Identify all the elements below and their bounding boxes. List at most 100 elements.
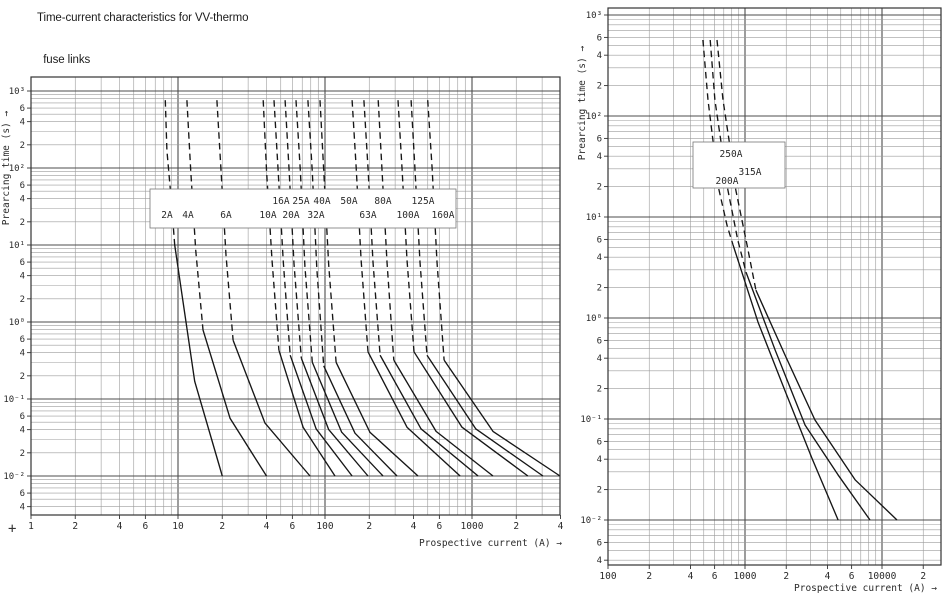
curve-80A-dashed xyxy=(377,100,395,361)
curve-250A-solid xyxy=(745,271,871,521)
y-tick-label: 2 xyxy=(20,218,25,228)
curve-10A-dashed xyxy=(262,100,280,351)
x-tick-label: 100 xyxy=(599,571,616,582)
x-tick-label: 4 xyxy=(558,521,564,532)
right-curves xyxy=(702,39,898,521)
curve-100A-dashed xyxy=(397,100,415,352)
curve-80A-solid xyxy=(393,359,494,477)
rating-label-200A: 200A xyxy=(716,176,739,187)
left-x-axis-title: Prospective current (A) → xyxy=(419,538,562,549)
x-tick-label: 2 xyxy=(513,521,519,532)
x-tick-label: 6 xyxy=(143,521,149,532)
left-curves xyxy=(164,100,561,477)
curve-100A-solid xyxy=(413,351,529,477)
y-tick-label: 6 xyxy=(20,335,25,345)
curve-32A-dashed xyxy=(307,100,325,366)
x-tick-label: 4 xyxy=(411,521,417,532)
curve-40A-dashed xyxy=(319,100,337,363)
y-tick-label: 4 xyxy=(597,354,602,364)
y-tick-label: 4 xyxy=(20,426,25,436)
curve-32A-solid xyxy=(323,365,398,477)
y-tick-label: 10⁰ xyxy=(9,318,25,328)
y-tick-label: 2 xyxy=(597,183,602,193)
x-tick-label: 4 xyxy=(825,571,831,582)
left-y-axis-title: Prearcing time (s) → xyxy=(1,111,12,226)
curve-125A-solid xyxy=(426,354,544,477)
x-tick-label: 4 xyxy=(264,521,270,532)
y-tick-label: 6 xyxy=(597,235,602,245)
chart-title-line2: fuse links xyxy=(43,54,91,66)
curve-125A-dashed xyxy=(410,100,428,356)
y-tick-label: 10⁻² xyxy=(580,516,602,526)
x-tick-label: 6 xyxy=(290,521,296,532)
y-tick-label: 6 xyxy=(20,181,25,191)
curve-160A-solid xyxy=(443,359,561,477)
y-tick-label: 6 xyxy=(597,437,602,447)
x-tick-label: 2 xyxy=(920,571,926,582)
y-tick-label: 4 xyxy=(597,253,602,263)
chart-title-line1: Time-current characteristics for VV-ther… xyxy=(37,12,249,24)
y-tick-label: 2 xyxy=(597,284,602,294)
curve-50A-solid xyxy=(367,351,461,477)
rating-label-4A: 4A xyxy=(182,210,194,221)
y-tick-label: 2 xyxy=(597,486,602,496)
rating-label-63A: 63A xyxy=(359,210,376,221)
curve-25A-dashed xyxy=(295,100,313,363)
right-rating-label-box xyxy=(692,141,786,189)
y-tick-label: 4 xyxy=(597,152,602,162)
y-tick-label: 10² xyxy=(9,164,25,174)
rating-label-20A: 20A xyxy=(282,210,299,221)
rating-label-315A: 315A xyxy=(739,167,762,178)
x-tick-label: 100 xyxy=(316,521,333,532)
right-ticks: 100 2 4 6 1000 2 4 6 10000 2 10³ 6 4 2 10² 6 4 2 10¹ 6 4 2 10⁰… xyxy=(580,11,926,582)
curve-63A-solid xyxy=(379,354,479,477)
curve-63A-dashed xyxy=(363,100,381,356)
y-tick-label: 4 xyxy=(20,503,25,513)
x-tick-label: 4 xyxy=(117,521,123,532)
curve-2A-solid xyxy=(174,244,223,477)
left-rating-label-box xyxy=(149,188,457,229)
y-tick-label: 10¹ xyxy=(9,241,25,251)
left-ticks: 1 2 4 6 10 2 4 6 100 2 4 6 1000 2 4 10³ 6 4 2 10² 6 4 2 10¹ 6 4 2 1… xyxy=(3,87,563,532)
rating-label-6A: 6A xyxy=(220,210,232,221)
x-tick-label: 1 xyxy=(28,521,34,532)
y-tick-label: 6 xyxy=(20,104,25,114)
rating-label-32A: 32A xyxy=(307,210,324,221)
y-tick-label: 10⁰ xyxy=(586,314,602,324)
y-tick-label: 10¹ xyxy=(586,213,602,223)
curve-20A-dashed xyxy=(284,100,302,359)
curve-40A-solid xyxy=(335,362,419,477)
rating-label-16A: 16A xyxy=(272,196,289,207)
y-tick-label: 10² xyxy=(586,112,602,122)
curve-10A-solid xyxy=(278,349,336,477)
left-chart: 16A 25A 40A 50A 80A 125A 2A 4A 6A 10A 20A 32A 63A 100… xyxy=(1,76,564,549)
x-tick-label: 2 xyxy=(366,521,372,532)
x-tick-label: 6 xyxy=(712,571,718,582)
y-tick-label: 4 xyxy=(597,455,602,465)
x-tick-label: 10000 xyxy=(868,571,897,582)
y-tick-label: 6 xyxy=(597,538,602,548)
x-tick-label: 6 xyxy=(437,521,443,532)
y-tick-label: 10³ xyxy=(586,11,602,21)
y-tick-label: 6 xyxy=(20,258,25,268)
curve-16A-dashed xyxy=(273,100,291,356)
x-tick-label: 1000 xyxy=(461,521,484,532)
x-tick-label: 6 xyxy=(849,571,855,582)
right-grid xyxy=(608,8,941,565)
rating-label-50A: 50A xyxy=(340,196,357,207)
y-tick-label: 6 xyxy=(20,489,25,499)
left-grid xyxy=(31,77,560,515)
x-tick-label: 2 xyxy=(783,571,789,582)
curve-315A-solid xyxy=(755,289,898,521)
y-tick-label: 10⁻¹ xyxy=(580,415,602,425)
x-tick-label: 4 xyxy=(688,571,694,582)
curve-6A-solid xyxy=(232,339,311,477)
curve-315A-dashed xyxy=(716,39,757,291)
y-tick-label: 2 xyxy=(20,295,25,305)
y-tick-label: 2 xyxy=(597,385,602,395)
rating-label-10A: 10A xyxy=(259,210,276,221)
y-tick-label: 6 xyxy=(597,33,602,43)
y-tick-label: 2 xyxy=(597,82,602,92)
x-tick-label: 2 xyxy=(72,521,78,532)
